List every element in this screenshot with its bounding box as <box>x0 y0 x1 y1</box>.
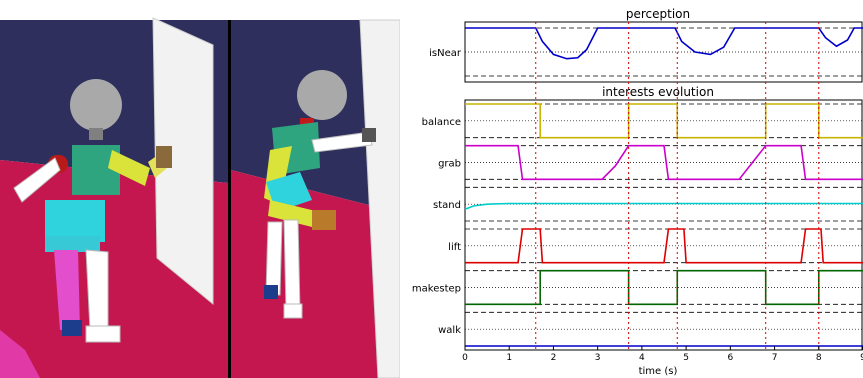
isnear-label: isNear <box>429 48 462 59</box>
x-tick-label-3: 3 <box>595 353 601 363</box>
x-tick-label-1: 1 <box>506 353 512 363</box>
x-tick-label-9: 9 <box>860 353 863 363</box>
lift-series-line <box>465 228 863 264</box>
robot-simulation-scene <box>0 0 400 378</box>
interests-title: interests evolution <box>602 85 714 99</box>
door-edge <box>359 19 400 378</box>
interests-plot: balance grab stand lift makestep walk 0 1 2 3 4 5 6 7… <box>412 22 863 363</box>
balance-label: balance <box>422 117 461 128</box>
walk-label: walk <box>438 325 461 336</box>
scene-panel-left <box>0 0 228 378</box>
stand-series-line <box>464 202 863 210</box>
x-tick-label-8: 8 <box>816 353 822 363</box>
scene-panel-right <box>231 19 400 378</box>
x-tick-label-4: 4 <box>639 353 645 363</box>
perception-title: perception <box>626 7 690 21</box>
x-tick-label-0: 0 <box>462 353 468 363</box>
makestep-label: makestep <box>412 284 461 295</box>
grab-label: grab <box>438 159 461 170</box>
interests-frame <box>464 99 863 351</box>
floor-object <box>0 330 40 378</box>
x-tick-label-6: 6 <box>727 353 733 363</box>
interests-chart: perception isNear interests evolution ba… <box>412 7 863 377</box>
door <box>152 17 214 306</box>
isnear-series-line <box>465 27 863 60</box>
stand-label: stand <box>433 200 461 211</box>
x-axis-label: time (s) <box>639 366 678 377</box>
lift-label: lift <box>448 242 461 253</box>
robot-right <box>264 70 376 319</box>
balance-series-line <box>465 103 863 139</box>
x-tick-label-2: 2 <box>551 353 557 363</box>
panel-divider <box>228 20 231 378</box>
perception-plot: isNear <box>429 21 863 83</box>
robot-left <box>13 79 172 343</box>
x-tick-label-7: 7 <box>772 353 778 363</box>
grab-series-line <box>465 144 863 181</box>
x-tick-label-5: 5 <box>683 353 689 363</box>
